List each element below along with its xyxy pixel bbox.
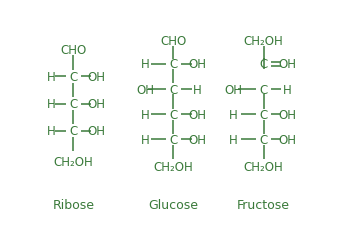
Text: C: C	[69, 124, 78, 138]
Text: Fructose: Fructose	[237, 198, 290, 211]
Text: H: H	[46, 98, 55, 110]
Text: OH: OH	[278, 108, 296, 121]
Text: C: C	[259, 133, 268, 146]
Text: H: H	[141, 58, 150, 71]
Text: OH: OH	[136, 83, 154, 96]
Text: C: C	[69, 71, 78, 84]
Text: OH: OH	[278, 133, 296, 146]
Text: CH₂OH: CH₂OH	[54, 156, 93, 168]
Text: C: C	[169, 108, 177, 121]
Text: CH₂OH: CH₂OH	[244, 35, 283, 48]
Text: CH₂OH: CH₂OH	[244, 160, 283, 173]
Text: OH: OH	[188, 108, 206, 121]
Text: C: C	[259, 58, 268, 71]
Text: H: H	[46, 124, 55, 138]
Text: H: H	[141, 108, 150, 121]
Text: CH₂OH: CH₂OH	[153, 160, 193, 173]
Text: Ribose: Ribose	[52, 198, 94, 211]
Text: OH: OH	[224, 83, 242, 96]
Text: OH: OH	[87, 124, 106, 138]
Text: H: H	[228, 108, 237, 121]
Text: H: H	[141, 133, 150, 146]
Text: CHO: CHO	[160, 35, 186, 48]
Text: OH: OH	[87, 71, 106, 84]
Text: OH: OH	[87, 98, 106, 110]
Text: OH: OH	[278, 58, 296, 71]
Text: C: C	[169, 58, 177, 71]
Text: C: C	[169, 83, 177, 96]
Text: C: C	[259, 108, 268, 121]
Text: C: C	[259, 83, 268, 96]
Text: H: H	[228, 133, 237, 146]
Text: Glucose: Glucose	[148, 198, 198, 211]
Text: H: H	[46, 71, 55, 84]
Text: H: H	[193, 83, 201, 96]
Text: OH: OH	[188, 58, 206, 71]
Text: C: C	[69, 98, 78, 110]
Text: OH: OH	[188, 133, 206, 146]
Text: CHO: CHO	[60, 44, 86, 57]
Text: H: H	[283, 83, 291, 96]
Text: C: C	[169, 133, 177, 146]
